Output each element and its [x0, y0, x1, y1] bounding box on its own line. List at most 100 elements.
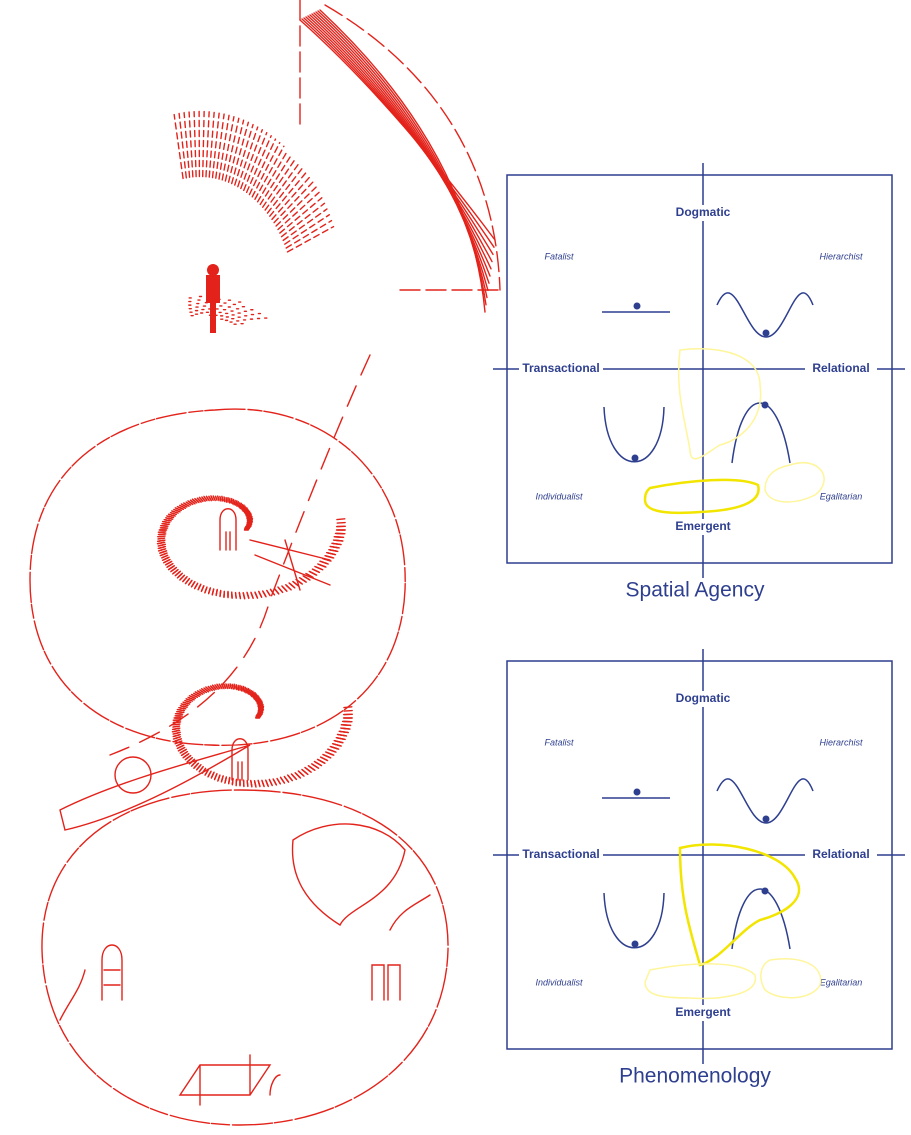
dash [183, 704, 188, 705]
quadrant-label: Egalitarian [820, 491, 863, 501]
dash [282, 586, 286, 590]
dash [300, 578, 305, 582]
dash [247, 592, 249, 597]
people [60, 895, 430, 1020]
dash [175, 735, 181, 737]
glyph [604, 893, 664, 948]
dash [184, 754, 189, 757]
middle-circle [30, 409, 405, 745]
dash [228, 685, 229, 689]
dash [263, 591, 266, 596]
dash [236, 593, 237, 598]
dash [305, 767, 310, 771]
dash [186, 701, 191, 703]
dash [187, 699, 192, 701]
dash [284, 776, 288, 781]
dash [314, 761, 320, 764]
dash [218, 775, 220, 780]
contour [306, 17, 492, 262]
dash [334, 741, 341, 743]
dash [179, 710, 185, 711]
left-label: Transactional [522, 847, 599, 861]
dash [213, 589, 214, 594]
dash [160, 544, 166, 545]
dash [160, 547, 166, 548]
ball [634, 789, 641, 796]
dash [180, 748, 185, 751]
dash [277, 778, 280, 783]
quadrant-label: Hierarchist [819, 251, 863, 261]
dash [315, 566, 322, 569]
dash [222, 497, 223, 500]
dash [326, 752, 333, 755]
dash [179, 745, 184, 748]
right-label: Relational [812, 847, 869, 861]
glyph [732, 403, 790, 463]
dash [258, 780, 260, 785]
dash [184, 577, 187, 581]
dash [321, 757, 327, 760]
dash [245, 688, 246, 692]
dash [232, 685, 233, 689]
dash [291, 774, 295, 779]
dash [274, 588, 278, 593]
dash [168, 564, 173, 567]
figure [206, 275, 220, 333]
dash [170, 515, 175, 516]
dash [174, 115, 183, 179]
dash [236, 502, 237, 505]
quadrant-label: Egalitarian [820, 977, 863, 987]
dash [162, 555, 167, 557]
dash [226, 685, 227, 689]
dash [337, 734, 345, 735]
dash [162, 553, 167, 555]
dash [159, 540, 165, 541]
dash [216, 589, 217, 594]
dash [195, 583, 198, 587]
dash [336, 738, 343, 740]
dash [246, 689, 247, 692]
dash [178, 712, 184, 713]
dash [339, 731, 347, 732]
dash [230, 685, 231, 689]
dash [318, 759, 324, 762]
dash [182, 706, 187, 707]
dash [172, 568, 176, 571]
dash [205, 587, 207, 592]
top-label: Dogmatic [676, 691, 731, 705]
faint-highlight [679, 349, 824, 502]
dash [215, 774, 217, 779]
faint-highlight [645, 959, 821, 999]
ball [632, 455, 639, 462]
dash [160, 549, 166, 551]
dash [183, 752, 188, 755]
dash [168, 516, 173, 517]
dash [255, 592, 257, 597]
dash [332, 543, 340, 544]
dash [171, 513, 176, 515]
dash [189, 112, 193, 177]
dash [251, 780, 252, 785]
small-circle [115, 757, 151, 793]
glyph [604, 407, 664, 462]
dash [220, 590, 221, 595]
dash [164, 524, 170, 525]
figure-head [207, 264, 219, 276]
dash [234, 501, 235, 504]
dash [167, 561, 172, 564]
quadrant-label: Hierarchist [819, 737, 863, 747]
top-label: Dogmatic [676, 205, 731, 219]
dash [197, 765, 200, 769]
dash [327, 553, 334, 555]
dash [166, 520, 172, 521]
dash [235, 125, 253, 185]
dash [246, 526, 250, 527]
dash [288, 775, 292, 780]
dash [255, 781, 256, 786]
ball [762, 402, 769, 409]
dash [341, 728, 349, 729]
dash [318, 564, 325, 567]
dash [203, 112, 204, 177]
dash [214, 497, 215, 500]
